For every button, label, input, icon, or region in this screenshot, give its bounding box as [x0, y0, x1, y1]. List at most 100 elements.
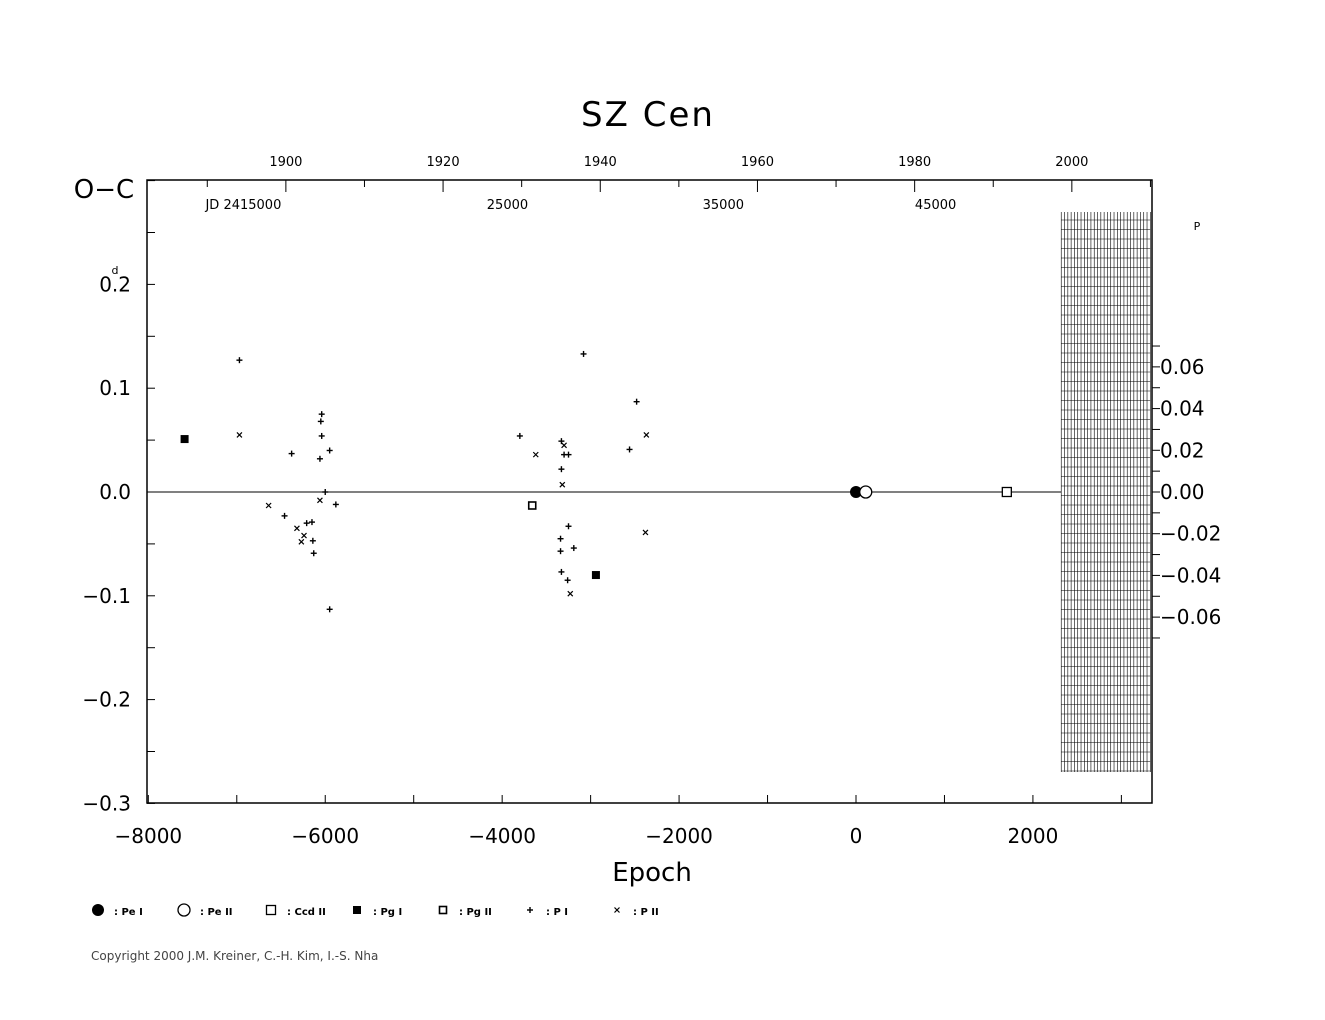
shaded-region: [1060, 212, 1151, 772]
marker-shape: [850, 486, 862, 498]
data-point: [265, 502, 272, 509]
y-tick-label: 0.0: [99, 480, 131, 504]
marker-shape: [353, 906, 361, 914]
right-tick-label: 0.00: [1160, 480, 1205, 504]
y-axis-left: −0.3 −0.2 −0.1 0.0 0.1 0.2: [82, 180, 155, 815]
data-point: [317, 497, 323, 504]
marker-shape: [559, 481, 566, 488]
legend-label: : P II: [633, 907, 659, 918]
legend-label: : Pe II: [200, 907, 233, 918]
marker-shape: [180, 435, 189, 444]
data-point: [558, 568, 565, 575]
jd-label: 25000: [487, 198, 528, 213]
data-point: [326, 447, 333, 454]
year-label: 2000: [1055, 155, 1088, 170]
legend-label: : Pe I: [114, 907, 143, 918]
data-point: [317, 418, 324, 425]
right-tick-label: −0.06: [1160, 605, 1221, 629]
marker-shape: [236, 431, 243, 438]
copyright-note: Copyright 2000 J.M. Kreiner, C.-H. Kim, …: [91, 949, 379, 963]
marker-shape: [642, 529, 649, 536]
data-point: [281, 512, 288, 519]
data-point: [322, 489, 329, 495]
data-point: [301, 532, 307, 539]
data-point: [236, 357, 243, 364]
data-point: [850, 486, 862, 498]
legend-label: : P I: [546, 907, 568, 918]
y-tick-label: 0.1: [99, 376, 131, 400]
data-point: [558, 466, 565, 473]
marker-shape: [532, 451, 539, 458]
x-tick-label: −4000: [468, 824, 536, 848]
marker-shape: [301, 532, 307, 539]
right-tick-label: 0.04: [1160, 397, 1205, 421]
marker-shape: [294, 525, 300, 532]
right-tick-label: 0.02: [1160, 438, 1205, 462]
legend-label: : Ccd II: [287, 907, 326, 918]
year-label: 1960: [741, 155, 774, 170]
data-point: [180, 435, 189, 444]
data-point: [565, 523, 572, 530]
data-point: [236, 431, 243, 438]
marker-shape: [591, 571, 600, 580]
legend-marker: [265, 904, 277, 916]
marker-shape: [614, 907, 620, 913]
year-label: 1940: [584, 155, 617, 170]
right-tick-label: −0.02: [1160, 522, 1221, 546]
x-axis-bottom: −8000 −6000 −4000 −2000 0 2000: [114, 795, 1122, 848]
data-point: [580, 350, 587, 357]
marker-shape: [643, 431, 650, 438]
x-tick-label: 2000: [1007, 824, 1058, 848]
data-point: [326, 606, 333, 613]
data-point: [561, 442, 568, 449]
data-point: [557, 548, 564, 555]
legend-marker: [614, 907, 620, 913]
data-point: [318, 411, 325, 418]
right-tick-label: 0.06: [1160, 355, 1205, 379]
x-tick-label: −8000: [114, 824, 182, 848]
y-tick-label: −0.2: [82, 688, 131, 712]
marker-shape: [177, 903, 191, 917]
data-point: [318, 432, 325, 439]
year-label: 1980: [898, 155, 931, 170]
marker-shape: [317, 497, 323, 504]
x-tick-label: −6000: [291, 824, 359, 848]
x-tick-label: −2000: [645, 824, 713, 848]
data-point: [591, 571, 600, 580]
data-point: [309, 537, 316, 544]
legend-label: : Pg I: [373, 907, 402, 918]
data-point: [316, 455, 323, 462]
data-point: [557, 535, 564, 542]
y-axis-title: O−C: [74, 175, 134, 205]
y-axis-right: 0.06 0.04 0.02 0.00 −0.02 −0.04 −0.06: [1152, 345, 1221, 639]
marker-shape: [92, 904, 104, 916]
year-label: 1920: [427, 155, 460, 170]
jd-label: JD 2415000: [204, 198, 281, 213]
data-point: [516, 432, 523, 439]
y-axis-unit: d: [112, 264, 119, 277]
data-points: [180, 350, 1012, 613]
legend-label: : Pg II: [459, 907, 492, 918]
legend-marker: [92, 904, 104, 916]
data-point: [859, 485, 873, 499]
data-point: [308, 519, 315, 526]
legend-marker: [527, 907, 533, 913]
data-point: [1001, 486, 1012, 498]
chart-title: SZ Cen: [581, 95, 715, 135]
data-point: [559, 481, 566, 488]
y-tick-label: 0.2: [99, 272, 131, 296]
jd-label: 45000: [915, 198, 956, 213]
marker-shape: [567, 590, 574, 597]
right-axis-unit: P: [1194, 220, 1201, 233]
jd-label: 35000: [703, 198, 744, 213]
marker-shape: [1001, 486, 1012, 498]
data-point: [294, 525, 300, 532]
right-tick-label: −0.04: [1160, 563, 1221, 587]
data-point: [527, 501, 537, 510]
data-point: [565, 451, 572, 458]
data-point: [288, 450, 295, 457]
marker-shape: [265, 904, 277, 916]
y-tick-label: −0.1: [82, 584, 131, 608]
data-point: [643, 431, 650, 438]
